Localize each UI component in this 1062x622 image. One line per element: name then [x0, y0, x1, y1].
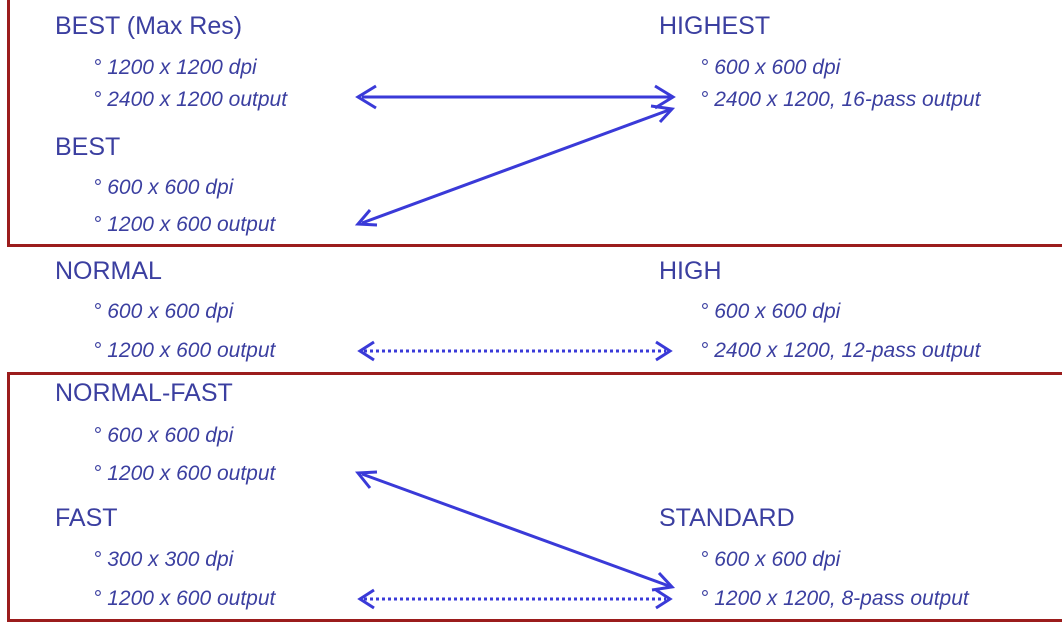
mode-fast-dpi: ° 300 x 300 dpi: [93, 548, 234, 571]
mode-normal-dpi: ° 600 x 600 dpi: [93, 300, 234, 323]
mode-normal-fast-title: NORMAL-FAST: [55, 379, 233, 407]
arrow-fast-standard: [357, 588, 673, 610]
mode-best-max-res-output: ° 2400 x 1200 output: [93, 88, 288, 111]
mode-fast-output: ° 1200 x 600 output: [93, 587, 276, 610]
mode-best-max-res-title: BEST (Max Res): [55, 12, 243, 40]
quality-high-output: ° 2400 x 1200, 12-pass output: [700, 339, 981, 362]
mode-normal-fast-output: ° 1200 x 600 output: [93, 462, 276, 485]
arrow-normal-fast-standard: [355, 470, 676, 592]
quality-highest-output: ° 2400 x 1200, 16-pass output: [700, 88, 981, 111]
quality-highest-title: HIGHEST: [659, 12, 771, 40]
mode-normal-output: ° 1200 x 600 output: [93, 339, 276, 362]
mode-normal-title: NORMAL: [55, 257, 162, 285]
quality-standard-output: ° 1200 x 1200, 8-pass output: [700, 587, 969, 610]
mode-best-dpi: ° 600 x 600 dpi: [93, 176, 234, 199]
arrow-best-highest: [354, 104, 676, 227]
mode-normal-fast-dpi: ° 600 x 600 dpi: [93, 424, 234, 447]
mode-best-output: ° 1200 x 600 output: [93, 213, 276, 236]
quality-standard-dpi: ° 600 x 600 dpi: [700, 548, 841, 571]
mode-best-max-res-dpi: ° 1200 x 1200 dpi: [93, 56, 257, 79]
group-box-best: [7, 0, 1062, 247]
quality-standard-title: STANDARD: [659, 504, 795, 532]
mode-fast-title: FAST: [55, 504, 118, 532]
arrow-best-max-res-highest: [355, 84, 676, 110]
mode-best-title: BEST: [55, 133, 121, 161]
quality-highest-dpi: ° 600 x 600 dpi: [700, 56, 841, 79]
quality-high-dpi: ° 600 x 600 dpi: [700, 300, 841, 323]
arrow-normal-high: [357, 340, 673, 362]
quality-high-title: HIGH: [659, 257, 722, 285]
